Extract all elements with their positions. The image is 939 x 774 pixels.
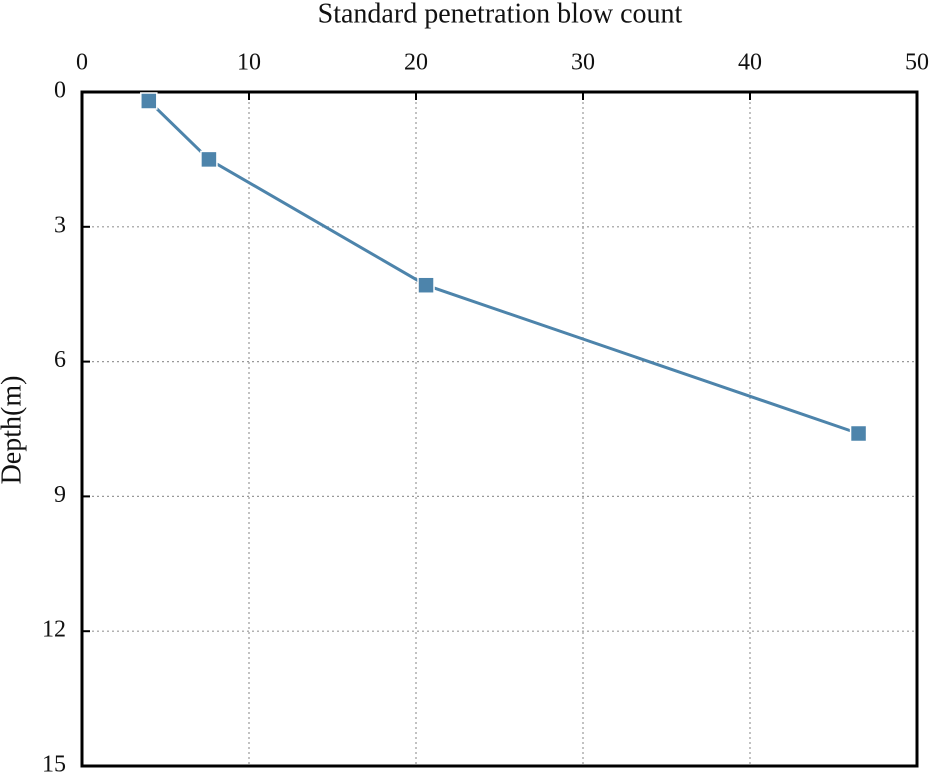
data-line	[147, 99, 860, 435]
y-tick-label: 15	[42, 752, 66, 774]
y-tick-label: 3	[54, 212, 66, 238]
y-tick-label: 6	[54, 347, 66, 373]
x-tick-label: 30	[571, 50, 595, 76]
x-axis-title: Standard penetration blow count	[318, 0, 683, 29]
data-point	[140, 92, 158, 110]
y-tick-label: 9	[54, 482, 66, 508]
data-point	[849, 424, 868, 443]
data-point	[200, 150, 218, 169]
x-tick-label: 50	[905, 50, 929, 76]
data-point	[417, 276, 435, 294]
x-tick-label: 20	[404, 50, 428, 76]
x-tick-label: 40	[738, 50, 762, 76]
y-tick-label: 0	[54, 78, 66, 104]
plot-frame	[80, 90, 919, 768]
x-tick-label: 10	[237, 50, 261, 76]
y-axis-title: Depth(m)	[0, 376, 27, 485]
y-tick-label: 12	[42, 617, 66, 643]
x-tick-label: 0	[76, 50, 88, 76]
